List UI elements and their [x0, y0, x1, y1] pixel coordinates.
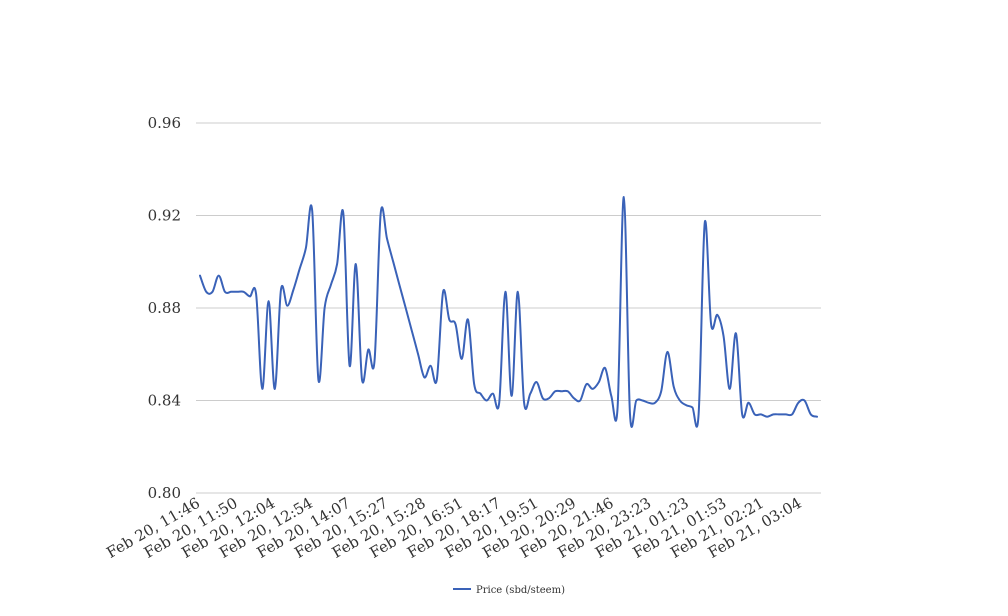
y-tick-label: 0.84 [148, 392, 181, 410]
series-line-price [199, 195, 818, 428]
y-tick-label: 0.80 [148, 484, 181, 502]
y-axis-ticks: 0.80 0.84 0.88 0.92 0.96 [148, 114, 181, 502]
y-tick-label: 0.88 [148, 299, 181, 317]
y-tick-label: 0.92 [148, 207, 181, 225]
legend-label: Price (sbd/steem) [476, 585, 565, 596]
gridlines [196, 122, 821, 494]
legend: Price (sbd/steem) [453, 585, 565, 596]
series-layer [199, 195, 818, 428]
y-tick-label: 0.96 [148, 114, 181, 132]
